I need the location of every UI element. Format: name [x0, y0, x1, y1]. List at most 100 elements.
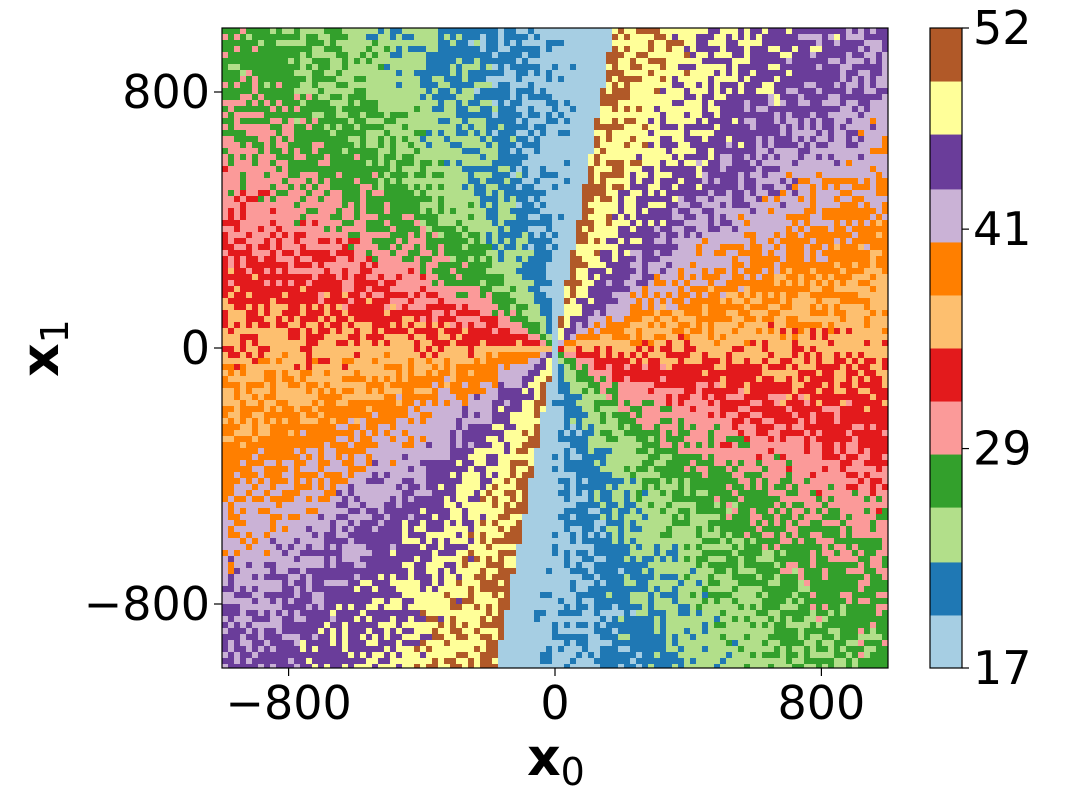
- field-cell: [588, 112, 595, 119]
- field-cell: [234, 256, 241, 263]
- field-cell: [834, 112, 841, 119]
- field-cell: [768, 100, 775, 107]
- field-cell: [288, 214, 295, 221]
- field-cell: [744, 280, 751, 287]
- field-cell: [540, 34, 547, 41]
- field-cell: [618, 256, 625, 263]
- field-cell: [702, 106, 709, 113]
- field-cell: [708, 82, 715, 89]
- field-cell: [384, 118, 391, 125]
- field-cell: [516, 148, 523, 155]
- field-cell: [810, 232, 817, 239]
- field-cell: [750, 46, 757, 53]
- field-cell: [444, 232, 451, 239]
- field-cell: [420, 52, 427, 59]
- field-cell: [792, 292, 799, 299]
- field-cell: [822, 52, 829, 59]
- field-cell: [324, 112, 331, 119]
- field-cell: [828, 208, 835, 215]
- field-cell: [360, 40, 367, 47]
- field-cell: [432, 76, 439, 83]
- field-cell: [288, 34, 295, 41]
- field-cell: [294, 232, 301, 239]
- field-cell: [240, 46, 247, 53]
- field-cell: [396, 124, 403, 131]
- field-cell: [552, 160, 559, 167]
- field-cell: [570, 256, 577, 263]
- field-cell: [504, 136, 511, 143]
- field-cell: [474, 268, 481, 275]
- field-cell: [450, 106, 457, 113]
- field-cell: [252, 82, 259, 89]
- field-cell: [594, 178, 601, 185]
- field-cell: [714, 58, 721, 65]
- field-cell: [312, 40, 319, 47]
- field-cell: [234, 208, 241, 215]
- field-cell: [840, 262, 847, 269]
- field-cell: [600, 88, 607, 95]
- field-cell: [846, 244, 853, 251]
- field-cell: [594, 82, 601, 89]
- field-cell: [708, 70, 715, 77]
- field-cell: [732, 124, 739, 131]
- field-cell: [690, 262, 697, 269]
- field-cell: [780, 136, 787, 143]
- field-cell: [468, 208, 475, 215]
- field-cell: [702, 244, 709, 251]
- field-cell: [744, 100, 751, 107]
- field-cell: [642, 112, 649, 119]
- field-cell: [858, 250, 865, 257]
- field-cell: [720, 130, 727, 137]
- field-cell: [258, 130, 265, 137]
- field-cell: [858, 100, 865, 107]
- field-cell: [378, 118, 385, 125]
- field-cell: [534, 28, 541, 35]
- field-cell: [516, 274, 523, 281]
- field-cell: [240, 76, 247, 83]
- field-cell: [264, 148, 271, 155]
- field-cell: [840, 286, 847, 293]
- field-cell: [228, 298, 235, 305]
- field-cell: [282, 172, 289, 179]
- field-cell: [228, 250, 235, 257]
- field-cell: [768, 28, 775, 35]
- field-cell: [282, 106, 289, 113]
- field-cell: [774, 52, 781, 59]
- field-cell: [774, 106, 781, 113]
- field-cell: [324, 76, 331, 83]
- field-cell: [882, 262, 888, 269]
- field-cell: [582, 58, 589, 65]
- field-cell: [858, 238, 865, 245]
- field-cell: [750, 58, 757, 65]
- field-cell: [780, 280, 787, 287]
- field-cell: [798, 250, 805, 257]
- field-cell: [654, 268, 661, 275]
- field-cell: [522, 226, 529, 233]
- field-cell: [564, 250, 571, 257]
- field-cell: [840, 70, 847, 77]
- field-cell: [720, 220, 727, 227]
- field-cell: [606, 184, 613, 191]
- field-cell: [324, 142, 331, 149]
- field-cell: [378, 46, 385, 53]
- field-cell: [546, 202, 553, 209]
- field-cell: [252, 244, 259, 251]
- field-cell: [546, 214, 553, 221]
- field-cell: [480, 94, 487, 101]
- field-cell: [624, 238, 631, 245]
- field-cell: [222, 250, 229, 257]
- field-cell: [870, 220, 877, 227]
- field-cell: [294, 154, 301, 161]
- field-cell: [804, 124, 811, 131]
- field-cell: [744, 196, 751, 203]
- field-cell: [792, 154, 799, 161]
- field-cell: [630, 202, 637, 209]
- field-cell: [252, 94, 259, 101]
- field-cell: [618, 280, 625, 287]
- field-cell: [534, 274, 541, 281]
- field-cell: [312, 100, 319, 107]
- field-cell: [732, 136, 739, 143]
- field-cell: [882, 172, 888, 179]
- field-cell: [810, 130, 817, 137]
- field-cell: [354, 52, 361, 59]
